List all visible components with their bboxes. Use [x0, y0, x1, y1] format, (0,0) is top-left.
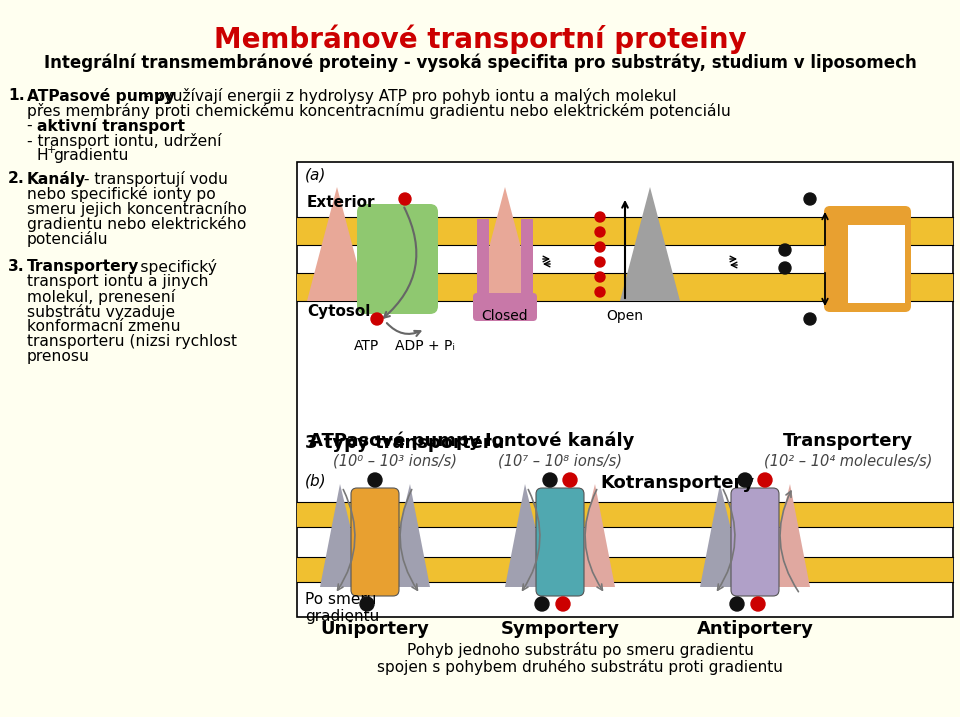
Text: gradientu nebo elektrického: gradientu nebo elektrického [27, 216, 247, 232]
Text: Exterior: Exterior [307, 195, 375, 210]
Text: ATP: ATP [354, 339, 379, 353]
Text: konformacní zmenu: konformacní zmenu [27, 319, 180, 334]
Polygon shape [475, 187, 535, 301]
Circle shape [368, 473, 382, 487]
Bar [848, 225, 905, 303]
Circle shape [595, 212, 605, 222]
Text: gradientu: gradientu [53, 148, 129, 163]
Polygon shape [765, 484, 810, 587]
Circle shape [360, 597, 374, 611]
Text: - transportují vodu: - transportují vodu [79, 171, 228, 187]
Text: potenciálu: potenciálu [27, 231, 108, 247]
FancyBboxPatch shape [473, 293, 537, 321]
Text: 3.: 3. [8, 259, 25, 274]
FancyBboxPatch shape [824, 206, 911, 312]
Text: nebo specifické ionty po: nebo specifické ionty po [27, 186, 216, 202]
Text: (10⁰ – 10³ ions/s): (10⁰ – 10³ ions/s) [333, 454, 457, 469]
Text: - využívají energii z hydrolysy ATP pro pohyb iontu a malých molekul: - využívají energii z hydrolysy ATP pro … [139, 88, 677, 104]
Circle shape [399, 193, 411, 205]
Polygon shape [620, 187, 680, 301]
Circle shape [595, 257, 605, 267]
Text: (a): (a) [305, 168, 326, 183]
Bar [297, 502, 953, 527]
Text: Transportery: Transportery [27, 259, 139, 274]
Circle shape [595, 227, 605, 237]
Polygon shape [505, 484, 550, 587]
Polygon shape [385, 484, 430, 587]
Text: Closed: Closed [482, 309, 528, 323]
Circle shape [804, 313, 816, 325]
Bar [297, 162, 953, 617]
Text: substrátu vyzaduje: substrátu vyzaduje [27, 304, 175, 320]
Circle shape [563, 473, 577, 487]
Text: (10⁷ – 10⁸ ions/s): (10⁷ – 10⁸ ions/s) [498, 454, 622, 469]
Circle shape [758, 473, 772, 487]
Text: ADP + Pᵢ: ADP + Pᵢ [395, 339, 455, 353]
Text: přes membrány proti chemickému koncentracnímu gradientu nebo elektrickém potenci: přes membrány proti chemickému koncentra… [27, 103, 731, 119]
Text: +: + [47, 145, 57, 155]
Polygon shape [320, 484, 365, 587]
Bar [297, 557, 953, 582]
Circle shape [595, 287, 605, 297]
Text: 2.: 2. [8, 171, 25, 186]
Text: Cytosol: Cytosol [307, 304, 371, 319]
Bar [297, 217, 953, 245]
Text: (10² – 10⁴ molecules/s): (10² – 10⁴ molecules/s) [764, 454, 932, 469]
FancyBboxPatch shape [731, 488, 779, 596]
Text: Integrální transmembránové proteiny - vysoká specifita pro substráty, studium v : Integrální transmembránové proteiny - vy… [43, 54, 917, 72]
Text: transporteru (nizsi rychlost: transporteru (nizsi rychlost [27, 334, 237, 349]
Circle shape [543, 473, 557, 487]
Text: Kotransportery: Kotransportery [600, 474, 754, 492]
Text: Pohyb jednoho substrátu po smeru gradientu: Pohyb jednoho substrátu po smeru gradien… [407, 642, 754, 658]
Circle shape [751, 597, 765, 611]
Text: Open: Open [607, 309, 643, 323]
Circle shape [779, 244, 791, 256]
Text: Transportery: Transportery [783, 432, 913, 450]
Text: aktivní transport: aktivní transport [37, 118, 185, 134]
Text: Po smeru
gradientu: Po smeru gradientu [305, 592, 379, 625]
Text: Kanály: Kanály [27, 171, 86, 187]
Polygon shape [570, 484, 615, 587]
Text: (b): (b) [305, 474, 326, 489]
Text: prenosu: prenosu [27, 349, 90, 364]
Circle shape [535, 597, 549, 611]
Text: - specifický: - specifický [125, 259, 217, 275]
Text: smeru jejich koncentracního: smeru jejich koncentracního [27, 201, 247, 217]
Circle shape [556, 597, 570, 611]
Polygon shape [700, 484, 745, 587]
Text: 1.: 1. [8, 88, 25, 103]
Text: -: - [27, 118, 37, 133]
Text: molekul, prenesení: molekul, prenesení [27, 289, 175, 305]
Polygon shape [307, 187, 367, 301]
Text: - transport iontu, udržení: - transport iontu, udržení [27, 133, 222, 149]
Text: Membránové transportní proteiny: Membránové transportní proteiny [214, 25, 746, 54]
FancyBboxPatch shape [357, 204, 438, 314]
Circle shape [738, 473, 752, 487]
Text: Iontové kanály: Iontové kanály [486, 432, 635, 450]
Text: transport iontu a jinych: transport iontu a jinych [27, 274, 208, 289]
Circle shape [595, 272, 605, 282]
Bar [521, 219, 533, 299]
Text: Antiportery: Antiportery [697, 620, 813, 638]
Text: Symportery: Symportery [500, 620, 619, 638]
Text: 3 typy transporteru: 3 typy transporteru [305, 434, 504, 452]
Circle shape [730, 597, 744, 611]
Circle shape [779, 262, 791, 274]
Text: ATPasové pumpy: ATPasové pumpy [27, 88, 176, 104]
Circle shape [804, 193, 816, 205]
Text: H: H [37, 148, 49, 163]
Text: spojen s pohybem druhého substrátu proti gradientu: spojen s pohybem druhého substrátu proti… [377, 659, 783, 675]
Bar [297, 273, 953, 301]
FancyBboxPatch shape [536, 488, 584, 596]
Text: ATPasové pumpy: ATPasové pumpy [309, 432, 481, 450]
Bar [477, 219, 489, 299]
Circle shape [595, 242, 605, 252]
Circle shape [371, 313, 383, 325]
FancyBboxPatch shape [351, 488, 399, 596]
Text: Uniportery: Uniportery [321, 620, 429, 638]
